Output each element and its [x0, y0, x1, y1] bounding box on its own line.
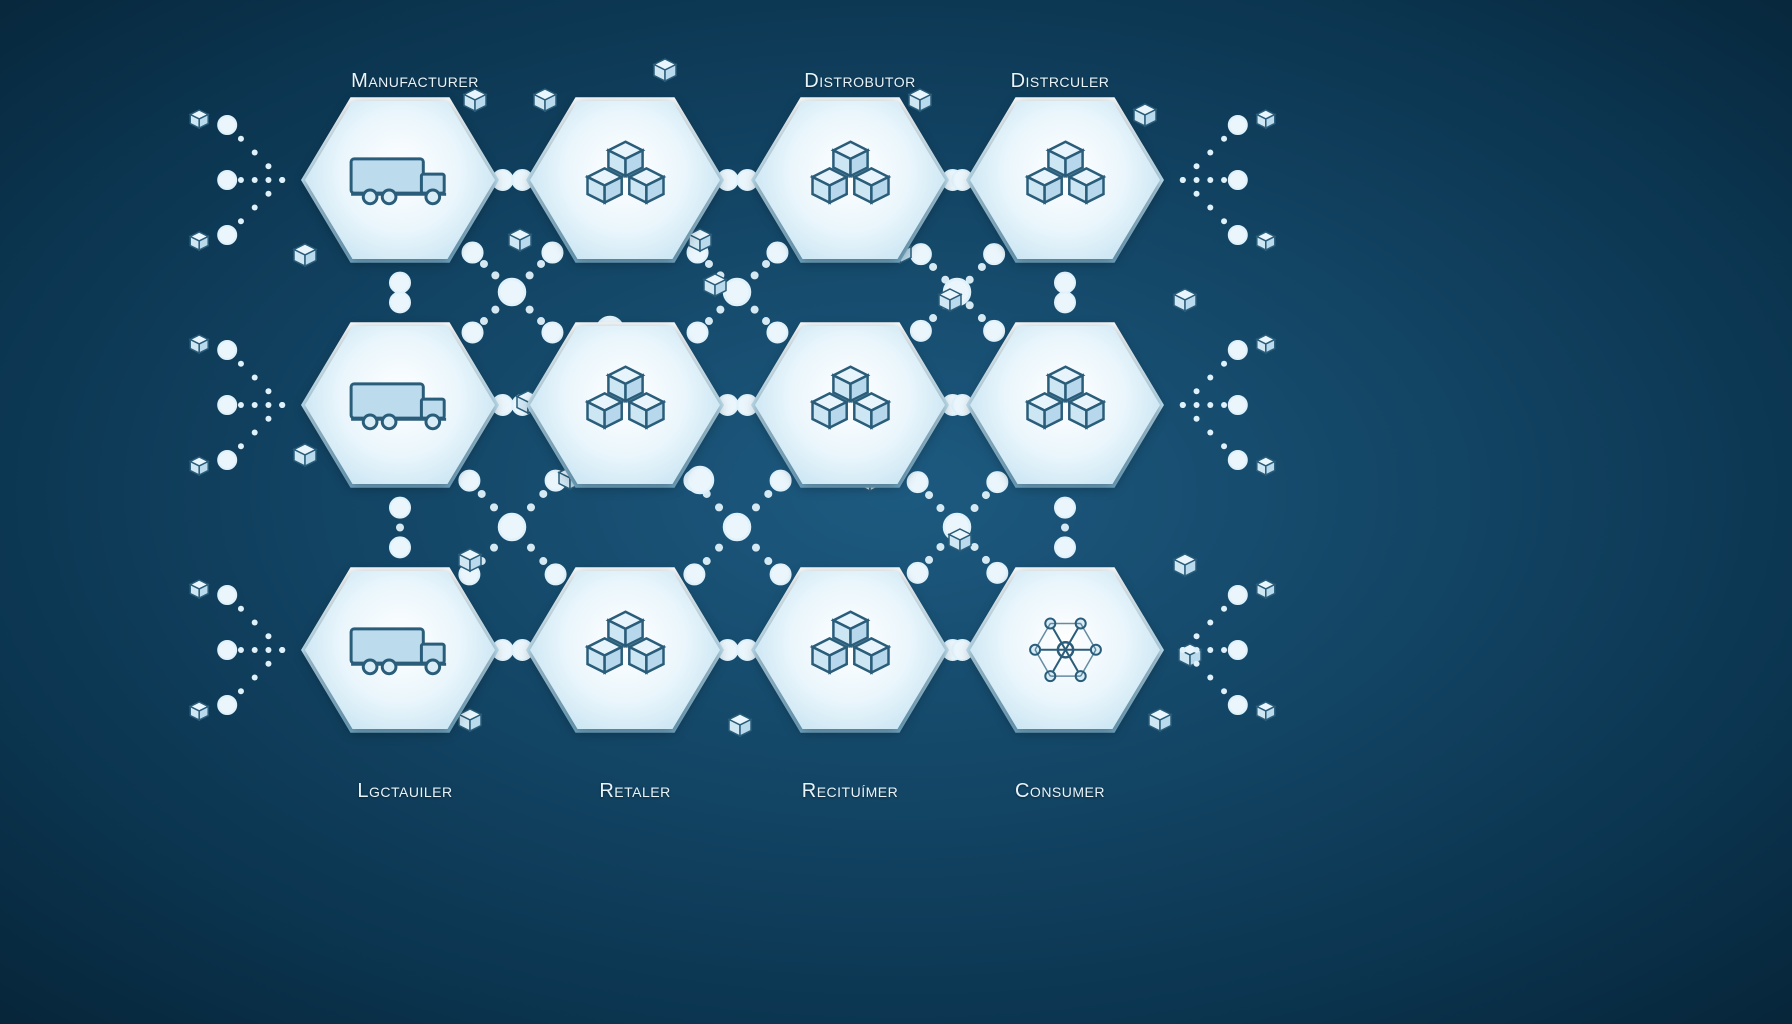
hex-node	[530, 321, 720, 489]
deco-cube-icon	[729, 714, 751, 736]
deco-cube-icon	[1257, 457, 1275, 475]
hex-node	[530, 566, 720, 734]
hex-node	[755, 321, 945, 489]
hex-node	[970, 321, 1160, 489]
deco-cube-icon	[1174, 289, 1196, 311]
deco-cube-icon	[654, 59, 676, 81]
deco-cube-icon	[704, 274, 726, 296]
node-label: Retaler	[599, 780, 670, 803]
junction-node	[724, 514, 750, 540]
hex-node	[305, 321, 495, 489]
deco-cube-icon	[190, 702, 208, 720]
deco-cube-icon	[190, 457, 208, 475]
deco-cube-icon	[190, 335, 208, 353]
boxes-icon	[999, 346, 1132, 464]
boxes-icon	[784, 346, 917, 464]
deco-cube-icon	[1257, 110, 1275, 128]
junction-node	[499, 279, 525, 305]
boxes-icon	[999, 121, 1132, 239]
hex-node	[970, 96, 1160, 264]
deco-cube-icon	[190, 232, 208, 250]
hex-node	[305, 566, 495, 734]
deco-cube-icon	[509, 229, 531, 251]
hex-node	[305, 96, 495, 264]
boxes-icon	[559, 591, 692, 709]
deco-cube-icon	[190, 580, 208, 598]
deco-cube-icon	[1257, 335, 1275, 353]
deco-cube-icon	[939, 289, 961, 311]
boxes-icon	[784, 591, 917, 709]
node-label: Lgctauiler	[357, 780, 452, 803]
truck-icon	[334, 346, 467, 464]
hex-node	[970, 566, 1160, 734]
hex-node	[755, 96, 945, 264]
boxes-icon	[559, 346, 692, 464]
deco-cube-icon	[949, 529, 971, 551]
node-label: Distrculer	[1011, 70, 1110, 93]
node-label: Manufacturer	[351, 70, 479, 93]
hex-node	[755, 566, 945, 734]
deco-cube-icon	[1257, 702, 1275, 720]
node-label: Recituímer	[802, 780, 898, 803]
deco-cube-icon	[1257, 580, 1275, 598]
boxes-icon	[559, 121, 692, 239]
junction-node	[499, 514, 525, 540]
network-icon	[999, 591, 1132, 709]
truck-icon	[334, 121, 467, 239]
boxes-icon	[784, 121, 917, 239]
hex-node	[530, 96, 720, 264]
node-label: Consumer	[1015, 780, 1105, 803]
junction-node	[724, 279, 750, 305]
deco-cube-icon	[1174, 554, 1196, 576]
truck-icon	[334, 591, 467, 709]
deco-cube-icon	[1257, 232, 1275, 250]
deco-cube-icon	[190, 110, 208, 128]
node-label: Distrobutor	[804, 70, 915, 93]
